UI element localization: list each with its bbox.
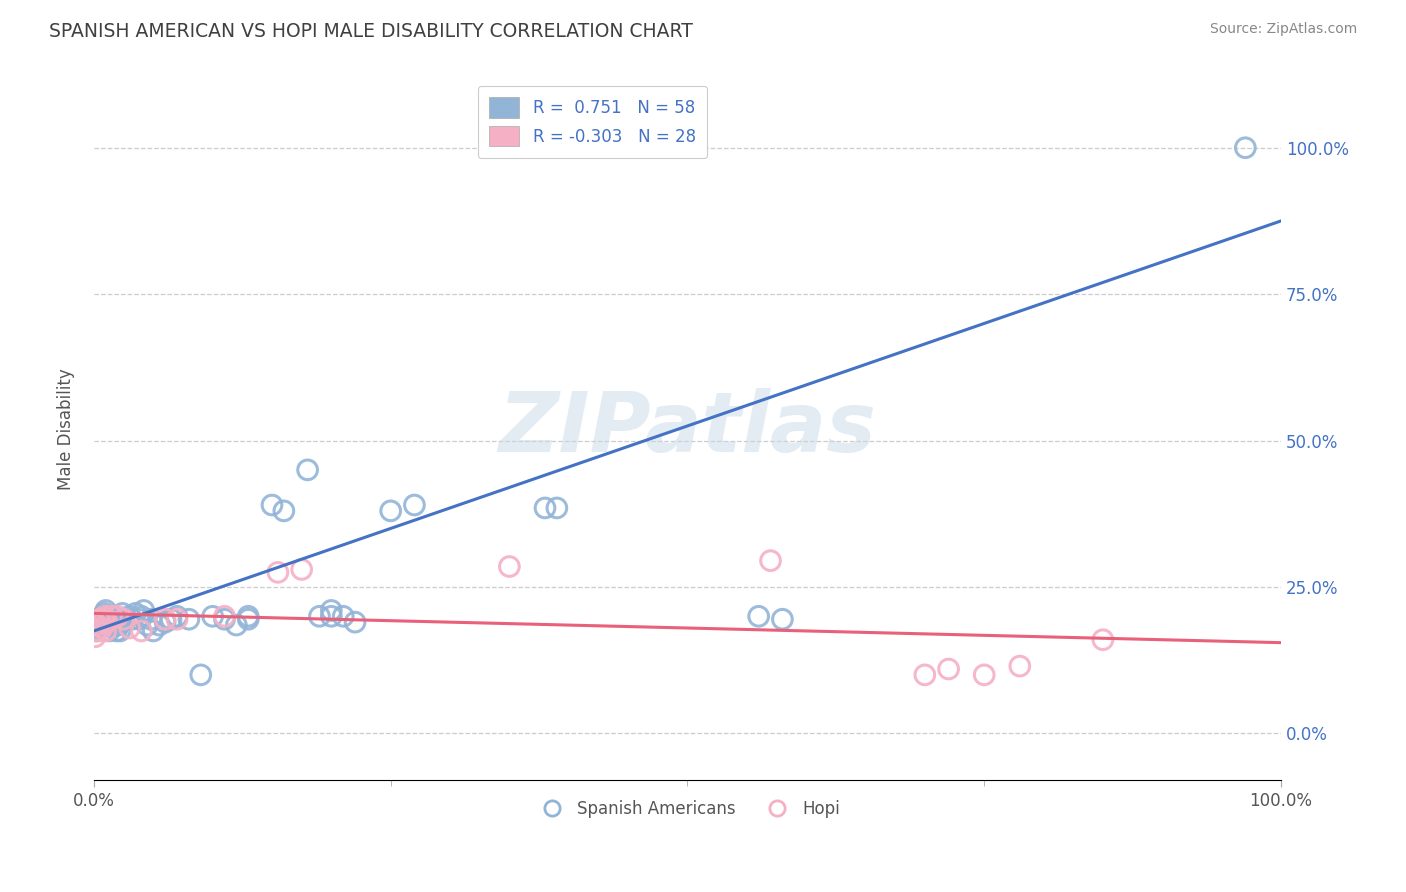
- Point: [105, 624, 128, 638]
- Point: [297, 463, 319, 477]
- Point: [93, 607, 115, 621]
- Point: [160, 612, 183, 626]
- Point: [177, 612, 200, 626]
- Point: [153, 615, 176, 629]
- Legend: Spanish Americans, Hopi: Spanish Americans, Hopi: [529, 793, 846, 825]
- Point: [90, 612, 112, 626]
- Point: [90, 615, 112, 629]
- Point: [91, 609, 114, 624]
- Point: [190, 668, 212, 682]
- Point: [100, 618, 122, 632]
- Point: [214, 609, 236, 624]
- Point: [166, 609, 188, 624]
- Point: [89, 615, 111, 629]
- Point: [96, 615, 118, 629]
- Y-axis label: Male Disability: Male Disability: [58, 368, 75, 490]
- Point: [344, 615, 367, 629]
- Point: [332, 609, 354, 624]
- Point: [110, 615, 132, 629]
- Point: [142, 624, 165, 638]
- Point: [131, 624, 153, 638]
- Point: [291, 562, 314, 576]
- Point: [214, 612, 236, 626]
- Point: [86, 618, 108, 632]
- Point: [84, 630, 107, 644]
- Point: [128, 612, 150, 626]
- Point: [308, 609, 330, 624]
- Point: [87, 618, 110, 632]
- Point: [321, 603, 343, 617]
- Point: [153, 612, 176, 626]
- Point: [94, 624, 117, 638]
- Point: [267, 566, 290, 580]
- Point: [103, 615, 125, 629]
- Point: [260, 498, 283, 512]
- Point: [84, 624, 107, 638]
- Text: SPANISH AMERICAN VS HOPI MALE DISABILITY CORRELATION CHART: SPANISH AMERICAN VS HOPI MALE DISABILITY…: [49, 22, 693, 41]
- Point: [534, 500, 557, 515]
- Point: [748, 609, 770, 624]
- Point: [112, 612, 135, 626]
- Point: [96, 612, 118, 626]
- Point: [321, 609, 343, 624]
- Point: [938, 662, 960, 676]
- Point: [973, 668, 995, 682]
- Point: [108, 624, 131, 638]
- Point: [111, 607, 134, 621]
- Point: [914, 668, 936, 682]
- Point: [238, 612, 260, 626]
- Point: [94, 603, 117, 617]
- Point: [546, 500, 568, 515]
- Point: [84, 624, 107, 638]
- Point: [273, 504, 295, 518]
- Point: [148, 618, 170, 632]
- Point: [87, 624, 110, 638]
- Point: [93, 609, 115, 624]
- Point: [136, 618, 159, 632]
- Point: [89, 612, 111, 626]
- Point: [225, 618, 247, 632]
- Point: [107, 609, 129, 624]
- Point: [100, 609, 122, 624]
- Point: [100, 612, 122, 626]
- Point: [101, 609, 124, 624]
- Point: [108, 618, 131, 632]
- Text: Source: ZipAtlas.com: Source: ZipAtlas.com: [1209, 22, 1357, 37]
- Point: [139, 612, 162, 626]
- Point: [91, 621, 114, 635]
- Point: [97, 618, 120, 632]
- Point: [759, 554, 782, 568]
- Point: [132, 603, 155, 617]
- Point: [98, 624, 121, 638]
- Point: [93, 609, 115, 624]
- Point: [118, 621, 141, 635]
- Point: [1234, 141, 1257, 155]
- Point: [404, 498, 426, 512]
- Point: [201, 609, 224, 624]
- Point: [1008, 659, 1031, 673]
- Point: [93, 612, 115, 626]
- Point: [118, 609, 141, 624]
- Point: [238, 609, 260, 624]
- Point: [131, 609, 153, 624]
- Point: [770, 612, 793, 626]
- Point: [121, 612, 143, 626]
- Point: [1091, 632, 1114, 647]
- Text: ZIPatlas: ZIPatlas: [499, 388, 876, 469]
- Point: [86, 621, 108, 635]
- Point: [107, 612, 129, 626]
- Point: [124, 607, 146, 621]
- Point: [104, 618, 127, 632]
- Point: [380, 504, 402, 518]
- Point: [498, 559, 520, 574]
- Point: [166, 612, 188, 626]
